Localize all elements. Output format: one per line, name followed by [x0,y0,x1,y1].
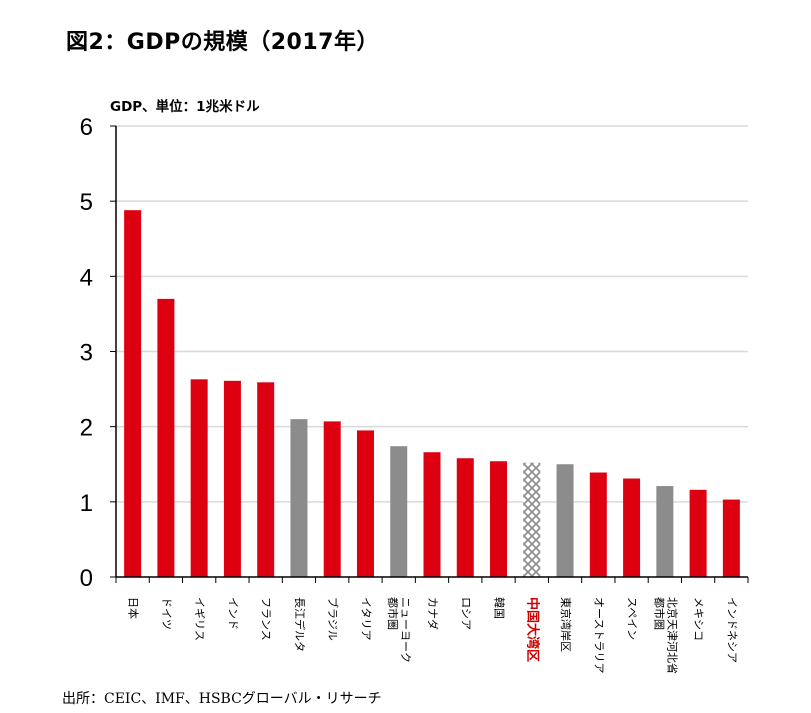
bar [157,298,175,577]
bar [722,499,740,577]
bar [623,478,641,577]
x-tick-label: 韓国 [493,597,506,619]
x-tick-label: 都市圏 [652,597,666,630]
bar [556,464,574,577]
y-tick-label: 2 [80,415,93,442]
x-tick-label: 都市圏 [386,597,400,630]
y-tick-label: 3 [80,340,93,367]
bar [456,458,474,577]
x-tick-label: 北京天津河北省 [665,597,679,674]
source-note: 出所：CEIC、IMF、HSBCグローバル・リサーチ [62,691,382,707]
x-tick-label: インドネシア [725,597,738,663]
x-tick-label: ブラジル [326,597,340,641]
x-tick-label: オーストラリア [592,597,605,673]
grid-lines [116,125,748,503]
x-tick-label: イタリア [359,597,372,641]
x-tick-label: ドイツ [160,597,173,630]
y-tick-labels: 0 1 2 3 4 5 6 [80,114,93,592]
bar [257,382,275,577]
bar [323,421,341,577]
bar [290,419,308,577]
chart-title: 図2：GDPの規模（2017年） [66,30,379,55]
x-tick-label: ロシア [459,597,472,630]
unit-label: GDP、単位：1兆米ドル [110,99,260,115]
x-tick-label: 東京湾岸区 [559,597,573,652]
y-tick-label: 4 [80,264,93,291]
bar [223,380,241,577]
bar [390,446,408,577]
x-tick-label: ニューヨーク [399,597,412,663]
bar [190,379,208,577]
y-tick-label: 5 [80,189,93,216]
y-tick-label: 1 [80,490,93,517]
x-tick-label: メキシコ [692,597,705,641]
x-tick-label: フランス [260,597,273,641]
bar [689,489,707,577]
bar [423,452,441,577]
x-tick-label: スペイン [626,597,639,640]
x-tick-label: 長江デルタ [293,597,307,652]
bars [124,210,740,578]
bar [490,461,508,577]
bar [656,486,674,577]
y-tick-label: 6 [80,114,93,141]
x-tick-label: 日本 [127,597,141,619]
bar [124,210,142,578]
bar [523,462,541,577]
x-tick-label: カナダ [426,597,440,630]
x-tick-label: イギリス [193,597,206,641]
bar [589,472,607,577]
bar [356,430,374,577]
x-tick-label: インド [226,597,239,630]
axes [110,125,749,583]
x-tick-label: 中国大湾区 [524,597,540,662]
y-tick-label: 0 [80,565,93,592]
